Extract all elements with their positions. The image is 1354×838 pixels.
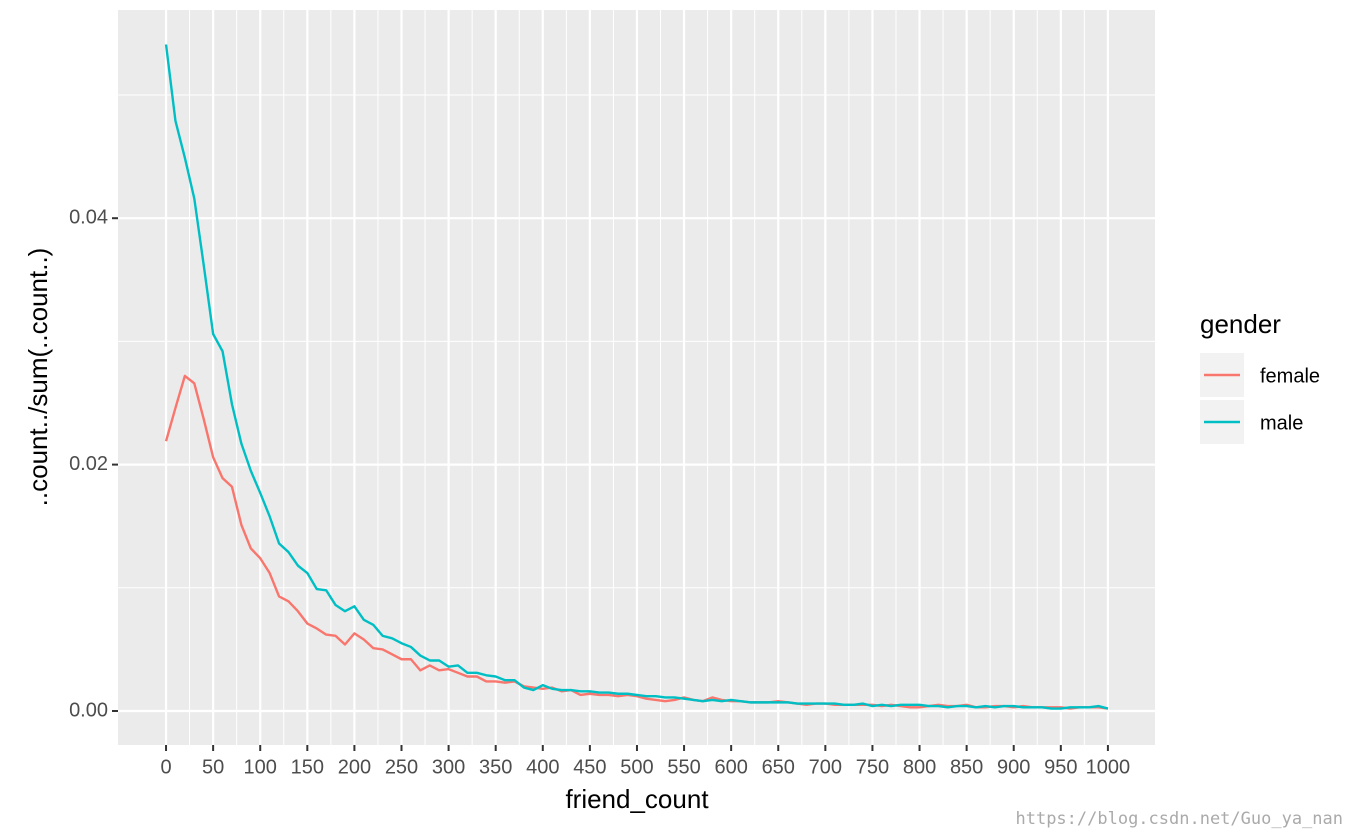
x-tick-label: 400 (526, 756, 559, 778)
x-tick-label: 300 (432, 756, 465, 778)
x-tick-label: 1000 (1086, 756, 1131, 778)
x-tick-label: 200 (338, 756, 371, 778)
x-tick-label: 950 (1044, 756, 1077, 778)
x-tick-label: 500 (620, 756, 653, 778)
y-axis-title: ..count../sum(..count..) (23, 248, 53, 507)
x-tick-label: 150 (291, 756, 324, 778)
x-axis-title: friend_count (565, 784, 709, 814)
x-tick-label: 700 (809, 756, 842, 778)
x-tick-label: 450 (573, 756, 606, 778)
x-tick-label: 250 (385, 756, 418, 778)
x-tick-label: 650 (762, 756, 795, 778)
x-tick-label: 750 (856, 756, 889, 778)
y-tick-label: 0.00 (69, 699, 108, 721)
legend-label: male (1260, 412, 1303, 434)
legend-title: gender (1200, 309, 1281, 339)
x-tick-label: 0 (160, 756, 171, 778)
y-tick-label: 0.04 (69, 206, 108, 228)
legend-label: female (1260, 365, 1320, 387)
x-tick-label: 900 (997, 756, 1030, 778)
x-tick-label: 600 (714, 756, 747, 778)
y-tick-label: 0.02 (69, 453, 108, 475)
axes: 0 50 100 150 200 250 300 350 400 450 500 550 600 650 7… (69, 206, 1130, 778)
x-tick-label: 850 (950, 756, 983, 778)
series-line (164, 44, 1109, 710)
legend: female male (1200, 353, 1320, 444)
x-tick-label: 50 (202, 756, 224, 778)
x-tick-label: 800 (903, 756, 936, 778)
x-tick-label: 100 (244, 756, 277, 778)
lines (164, 44, 1109, 710)
watermark: https://blog.csdn.net/Guo_ya_nan (1015, 809, 1343, 829)
grid (118, 10, 1155, 745)
x-tick-label: 550 (667, 756, 700, 778)
x-tick-label: 350 (479, 756, 512, 778)
